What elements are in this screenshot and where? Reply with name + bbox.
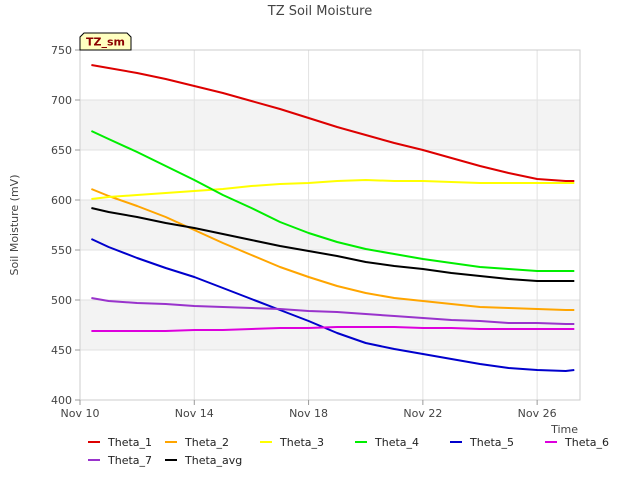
site-badge: TZ_sm bbox=[79, 32, 132, 51]
legend-label: Theta_7 bbox=[107, 454, 152, 467]
legend-item: Theta_7 bbox=[88, 454, 152, 467]
x-tick-label: Nov 22 bbox=[403, 407, 442, 420]
y-axis-ticks: 400 450 500 550 600 650 700 750 bbox=[51, 44, 80, 407]
series-line-theta-6 bbox=[91, 326, 575, 332]
y-axis-label: Soil Moisture (mV) bbox=[8, 175, 21, 276]
legend-item: Theta_2 bbox=[165, 436, 229, 449]
chart-title: TZ Soil Moisture bbox=[267, 4, 373, 19]
legend-label: Theta_3 bbox=[279, 436, 324, 449]
legend-label: Theta_avg bbox=[184, 454, 242, 467]
y-tick-label: 700 bbox=[51, 94, 72, 107]
badge-label: TZ_sm bbox=[86, 36, 125, 49]
plot-area bbox=[79, 49, 581, 401]
legend-item: Theta_5 bbox=[450, 436, 514, 449]
y-tick-label: 450 bbox=[51, 344, 72, 357]
x-axis-ticks: Nov 10 Nov 14 Nov 18 Nov 22 Nov 26 bbox=[61, 400, 557, 420]
y-tick-label: 600 bbox=[51, 194, 72, 207]
legend-item: Theta_3 bbox=[260, 436, 324, 449]
series-line-theta-4 bbox=[90, 130, 575, 272]
legend-item: Theta_avg bbox=[165, 454, 242, 467]
series-line-theta-7 bbox=[91, 297, 575, 325]
y-tick-label: 400 bbox=[51, 394, 72, 407]
series-lines bbox=[90, 64, 575, 372]
legend-label: Theta_4 bbox=[374, 436, 419, 449]
y-tick-label: 500 bbox=[51, 294, 72, 307]
legend-label: Theta_2 bbox=[184, 436, 229, 449]
legend-item: Theta_4 bbox=[355, 436, 419, 449]
plot-band bbox=[80, 200, 580, 250]
legend: Theta_1 Theta_2 Theta_3 Theta_4 Theta_5 Theta… bbox=[88, 436, 609, 467]
series-line-theta-avg bbox=[91, 207, 575, 282]
legend-item: Theta_1 bbox=[88, 436, 152, 449]
y-tick-label: 750 bbox=[51, 44, 72, 57]
x-tick-label: Nov 10 bbox=[61, 407, 100, 420]
legend-label: Theta_1 bbox=[107, 436, 152, 449]
y-tick-label: 550 bbox=[51, 244, 72, 257]
x-axis-label: Time bbox=[550, 423, 578, 436]
series-line-theta-5 bbox=[90, 238, 575, 372]
x-tick-label: Nov 14 bbox=[175, 407, 214, 420]
series-line-theta-1 bbox=[91, 64, 575, 182]
series-line-theta-3 bbox=[91, 179, 575, 200]
legend-label: Theta_6 bbox=[564, 436, 609, 449]
legend-item: Theta_6 bbox=[545, 436, 609, 449]
legend-label: Theta_5 bbox=[469, 436, 514, 449]
series-line-theta-2 bbox=[91, 188, 575, 311]
x-tick-label: Nov 18 bbox=[289, 407, 328, 420]
y-tick-label: 650 bbox=[51, 144, 72, 157]
x-tick-label: Nov 26 bbox=[518, 407, 557, 420]
